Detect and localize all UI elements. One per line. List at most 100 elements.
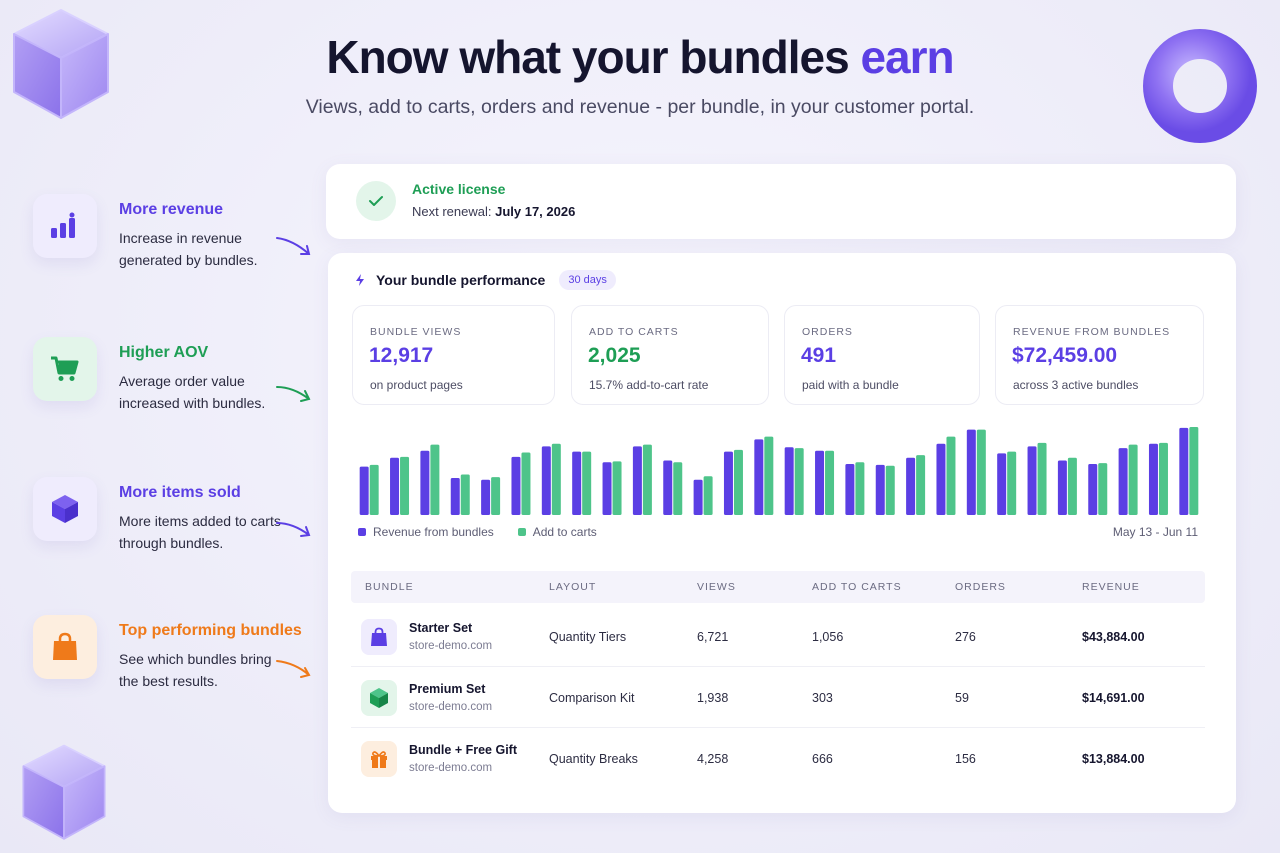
bundle-carts: 303 xyxy=(812,691,833,705)
bundle-carts: 1,056 xyxy=(812,630,844,644)
chart-legend: Revenue from bundles Add to carts xyxy=(358,525,597,539)
chart-bar-revenue xyxy=(390,457,400,515)
bundle-layout: Comparison Kit xyxy=(549,691,635,705)
chart-bar-carts xyxy=(582,451,592,515)
chart-bar-carts xyxy=(1158,442,1168,515)
hero-title: Know what your bundles earn xyxy=(326,31,954,83)
period-badge[interactable]: 30 days xyxy=(559,270,616,290)
chart-bar-revenue xyxy=(754,439,764,515)
bundle-name: Bundle + Free Gift xyxy=(409,743,518,757)
gift-icon xyxy=(361,741,397,777)
chart-bar-revenue xyxy=(966,429,976,515)
performance-title: Your bundle performance xyxy=(376,272,546,288)
chart-bar-carts xyxy=(733,449,743,515)
bundle-carts: 666 xyxy=(812,752,833,766)
bundle-views: 1,938 xyxy=(697,691,729,705)
bundle-name: Premium Set xyxy=(409,682,486,696)
chart-bar-revenue xyxy=(906,457,916,515)
chart-bar-revenue xyxy=(875,464,885,515)
chart-bar-revenue xyxy=(693,479,703,515)
chart-bar-revenue xyxy=(723,451,733,515)
feature-title: Higher AOV xyxy=(119,344,209,361)
chart-bar-carts xyxy=(642,444,652,515)
chart-bar-carts xyxy=(430,444,440,515)
bundle-layout: Quantity Breaks xyxy=(549,752,638,766)
bundle-name: Starter Set xyxy=(409,621,473,635)
chart-bar-carts xyxy=(1128,444,1138,515)
chart-bar-carts xyxy=(491,477,501,515)
chart-bar-revenue xyxy=(1179,427,1189,515)
stat-sub: across 3 active bundles xyxy=(1013,378,1139,392)
chart-bar-revenue xyxy=(450,478,460,515)
chart-bar-carts xyxy=(1067,457,1077,515)
chart-bar-carts xyxy=(1098,463,1108,515)
stat-bundle-views: BUNDLE VIEWS 12,917 on product pages xyxy=(352,305,555,405)
feature-higher-aov: Higher AOV Average order value increased… xyxy=(33,337,323,447)
chart-bar-revenue xyxy=(632,446,642,515)
license-renewal: Next renewal: July 17, 2026 xyxy=(412,204,576,219)
chart-bar-carts xyxy=(703,476,713,515)
chart-bar-carts xyxy=(1007,451,1017,515)
column-header: LAYOUT xyxy=(549,581,597,593)
hero-title-accent: earn xyxy=(860,31,954,83)
decorative-torus-icon xyxy=(1143,29,1257,143)
chart-bar-revenue xyxy=(1148,443,1158,515)
chart-bar-revenue xyxy=(511,456,521,515)
feature-title: More items sold xyxy=(119,484,241,501)
chart-bar-carts xyxy=(369,464,379,515)
column-header: ADD TO CARTS xyxy=(812,581,902,593)
license-card: Active license Next renewal: July 17, 20… xyxy=(326,164,1236,239)
stat-label: ADD TO CARTS xyxy=(589,326,679,338)
lightning-icon xyxy=(356,274,364,286)
chart-bar-revenue xyxy=(1088,463,1098,515)
shopping-bag-icon xyxy=(33,615,97,679)
chart-bar-revenue xyxy=(663,460,673,515)
feature-title: More revenue xyxy=(119,201,224,218)
cube-icon xyxy=(361,680,397,716)
date-range: May 13 - Jun 11 xyxy=(1112,525,1198,539)
column-header: ORDERS xyxy=(955,581,1006,593)
table-row[interactable]: Premium Set store-demo.com Comparison Ki… xyxy=(351,667,1205,728)
stat-sub: 15.7% add-to-cart rate xyxy=(589,378,709,392)
cart-icon xyxy=(33,337,97,401)
feature-description: Average order value increased with bundl… xyxy=(119,373,266,411)
arrow-icon xyxy=(276,386,311,402)
bundle-orders: 276 xyxy=(955,630,976,644)
bar-chart-icon xyxy=(33,194,97,258)
chart-bar-revenue xyxy=(845,463,855,515)
chart-bar-carts xyxy=(400,456,410,515)
decorative-cube-icon xyxy=(22,744,106,840)
bundle-orders: 59 xyxy=(955,691,969,705)
chart-bar-revenue xyxy=(1118,448,1128,515)
performance-header: Your bundle performance 30 days xyxy=(354,270,616,290)
chart-bar-revenue xyxy=(1057,460,1067,515)
chart-bar-carts xyxy=(916,455,926,515)
chart-bar-revenue xyxy=(420,450,430,515)
chart-bar-carts xyxy=(855,462,865,515)
stat-orders: ORDERS 491 paid with a bundle xyxy=(784,305,980,405)
chart-bar-revenue xyxy=(997,453,1007,515)
stat-value: 12,917 xyxy=(369,344,434,367)
feature-description: See which bundles bring the best results… xyxy=(119,651,272,689)
bundle-views: 4,258 xyxy=(697,752,729,766)
chart-bar-revenue xyxy=(936,443,946,515)
bundle-views: 6,721 xyxy=(697,630,729,644)
table-row[interactable]: Starter Set store-demo.com Quantity Tier… xyxy=(351,606,1205,667)
chart-bar-carts xyxy=(1189,427,1199,515)
renewal-date: July 17, 2026 xyxy=(495,204,576,219)
table-header: BUNDLE LAYOUT VIEWS ADD TO CARTS ORDERS … xyxy=(351,571,1205,603)
stat-label: BUNDLE VIEWS xyxy=(370,326,462,338)
arrow-icon xyxy=(276,660,311,678)
check-icon xyxy=(356,181,396,221)
chart-bar-carts xyxy=(794,448,804,515)
stat-revenue: REVENUE FROM BUNDLES $72,459.00 across 3… xyxy=(995,305,1204,405)
chart-bar-carts xyxy=(946,436,956,515)
table-row[interactable]: Bundle + Free Gift store-demo.com Quanti… xyxy=(351,728,1205,789)
column-header: REVENUE xyxy=(1082,581,1140,593)
chart-bar-revenue xyxy=(602,462,612,515)
chart-bar-carts xyxy=(612,461,622,515)
legend-item-carts: Add to carts xyxy=(517,525,597,539)
chart-bar-revenue xyxy=(481,479,491,515)
bundle-store: store-demo.com xyxy=(409,762,493,774)
license-status: Active license xyxy=(412,181,506,197)
